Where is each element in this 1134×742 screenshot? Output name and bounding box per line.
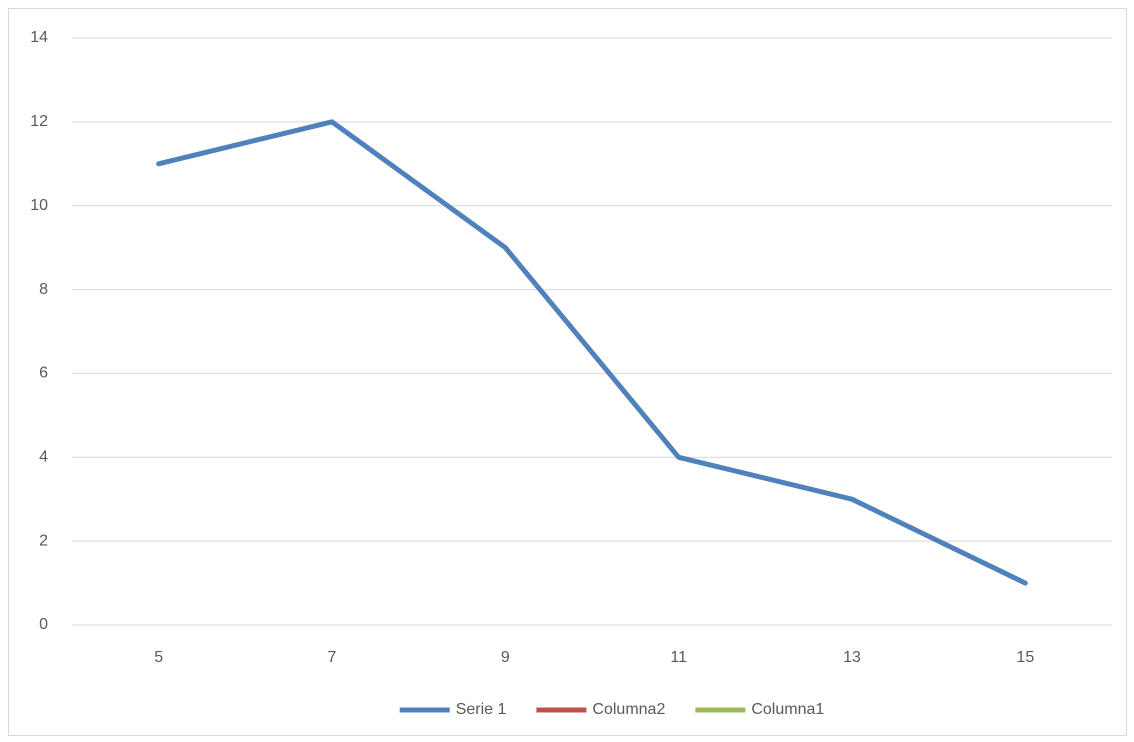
x-tick-label: 15	[1016, 649, 1034, 666]
x-tick-label: 13	[843, 649, 861, 666]
x-tick-label: 7	[328, 649, 337, 666]
y-tick-label: 2	[39, 532, 48, 549]
series-line	[156, 119, 1028, 586]
x-tick-label: 9	[501, 649, 510, 666]
chart-border	[8, 8, 1127, 736]
legend-label: Columna2	[592, 701, 665, 718]
y-tick-label: 14	[30, 29, 48, 46]
y-tick-label: 10	[30, 197, 48, 214]
legend-label: Serie 1	[456, 701, 507, 718]
y-tick-label: 12	[30, 113, 48, 130]
y-tick-label: 0	[39, 616, 48, 633]
x-tick-label: 5	[154, 649, 163, 666]
y-tick-label: 6	[39, 365, 48, 382]
y-tick-label: 4	[39, 449, 48, 466]
y-tick-label: 8	[39, 281, 48, 298]
legend-label: Columna1	[751, 701, 824, 718]
x-tick-label: 11	[670, 649, 687, 666]
